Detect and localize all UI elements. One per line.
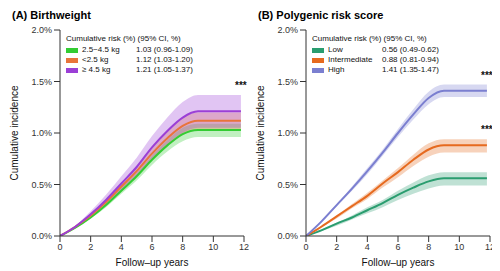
svg-text:2.0%: 2.0% bbox=[31, 25, 52, 35]
html-text:High: High bbox=[328, 65, 345, 74]
html-text:≥ 4.5 kg: ≥ 4.5 kg bbox=[82, 65, 111, 74]
html-text:1.21 (1.05-1.37): 1.21 (1.05-1.37) bbox=[136, 65, 193, 74]
svg-text:6: 6 bbox=[395, 242, 400, 252]
svg-text:***: *** bbox=[481, 124, 492, 135]
html-text:<2.5 kg: <2.5 kg bbox=[82, 55, 109, 64]
svg-text:0.0%: 0.0% bbox=[277, 231, 298, 241]
html-text:Intermediate: Intermediate bbox=[328, 55, 373, 64]
svg-text:Cumulative incidence: Cumulative incidence bbox=[9, 85, 20, 180]
svg-text:2: 2 bbox=[88, 242, 93, 252]
svg-text:10: 10 bbox=[454, 242, 464, 252]
svg-text:Follow–up years: Follow–up years bbox=[362, 257, 435, 268]
html-text:Cumulative risk (%) (95% CI, %: Cumulative risk (%) (95% CI, %) bbox=[312, 34, 427, 43]
svg-text:0.5%: 0.5% bbox=[277, 180, 298, 190]
svg-text:1.0%: 1.0% bbox=[31, 128, 52, 138]
svg-text:1.5%: 1.5% bbox=[277, 77, 298, 87]
svg-text:***: *** bbox=[481, 70, 492, 81]
html-text:Low: Low bbox=[328, 45, 343, 54]
svg-text:2: 2 bbox=[334, 242, 339, 252]
svg-text:***: *** bbox=[235, 80, 247, 91]
svg-text:6: 6 bbox=[149, 242, 154, 252]
svg-text:2.0%: 2.0% bbox=[277, 25, 298, 35]
html-text:1.12 (1.03-1.20): 1.12 (1.03-1.20) bbox=[136, 55, 193, 64]
svg-text:12: 12 bbox=[485, 242, 492, 252]
svg-text:0.5%: 0.5% bbox=[31, 180, 52, 190]
svg-text:4: 4 bbox=[365, 242, 370, 252]
svg-text:0: 0 bbox=[57, 242, 62, 252]
html-text:(B) Polygenic risk score: (B) Polygenic risk score bbox=[258, 9, 384, 21]
html-text:1.41 (1.35-1.47): 1.41 (1.35-1.47) bbox=[382, 65, 439, 74]
html-text:Cumulative risk (%) (95% CI, %: Cumulative risk (%) (95% CI, %) bbox=[66, 34, 181, 43]
svg-text:4: 4 bbox=[119, 242, 124, 252]
svg-text:Cumulative incidence: Cumulative incidence bbox=[255, 85, 266, 180]
html-text:(A) Birthweight: (A) Birthweight bbox=[12, 9, 91, 21]
svg-text:0: 0 bbox=[303, 242, 308, 252]
svg-text:1.5%: 1.5% bbox=[31, 77, 52, 87]
html-text:0.56 (0.49-0.62): 0.56 (0.49-0.62) bbox=[382, 45, 439, 54]
svg-text:0.0%: 0.0% bbox=[31, 231, 52, 241]
html-text:1.03 (0.96-1.09): 1.03 (0.96-1.09) bbox=[136, 45, 193, 54]
html-text:0.88 (0.81-0.94): 0.88 (0.81-0.94) bbox=[382, 55, 439, 64]
svg-text:8: 8 bbox=[426, 242, 431, 252]
svg-text:12: 12 bbox=[239, 242, 249, 252]
svg-text:Follow–up years: Follow–up years bbox=[116, 257, 189, 268]
svg-text:8: 8 bbox=[180, 242, 185, 252]
svg-text:1.0%: 1.0% bbox=[277, 128, 298, 138]
html-text:2.5~4.5 kg: 2.5~4.5 kg bbox=[82, 45, 120, 54]
svg-text:10: 10 bbox=[208, 242, 218, 252]
